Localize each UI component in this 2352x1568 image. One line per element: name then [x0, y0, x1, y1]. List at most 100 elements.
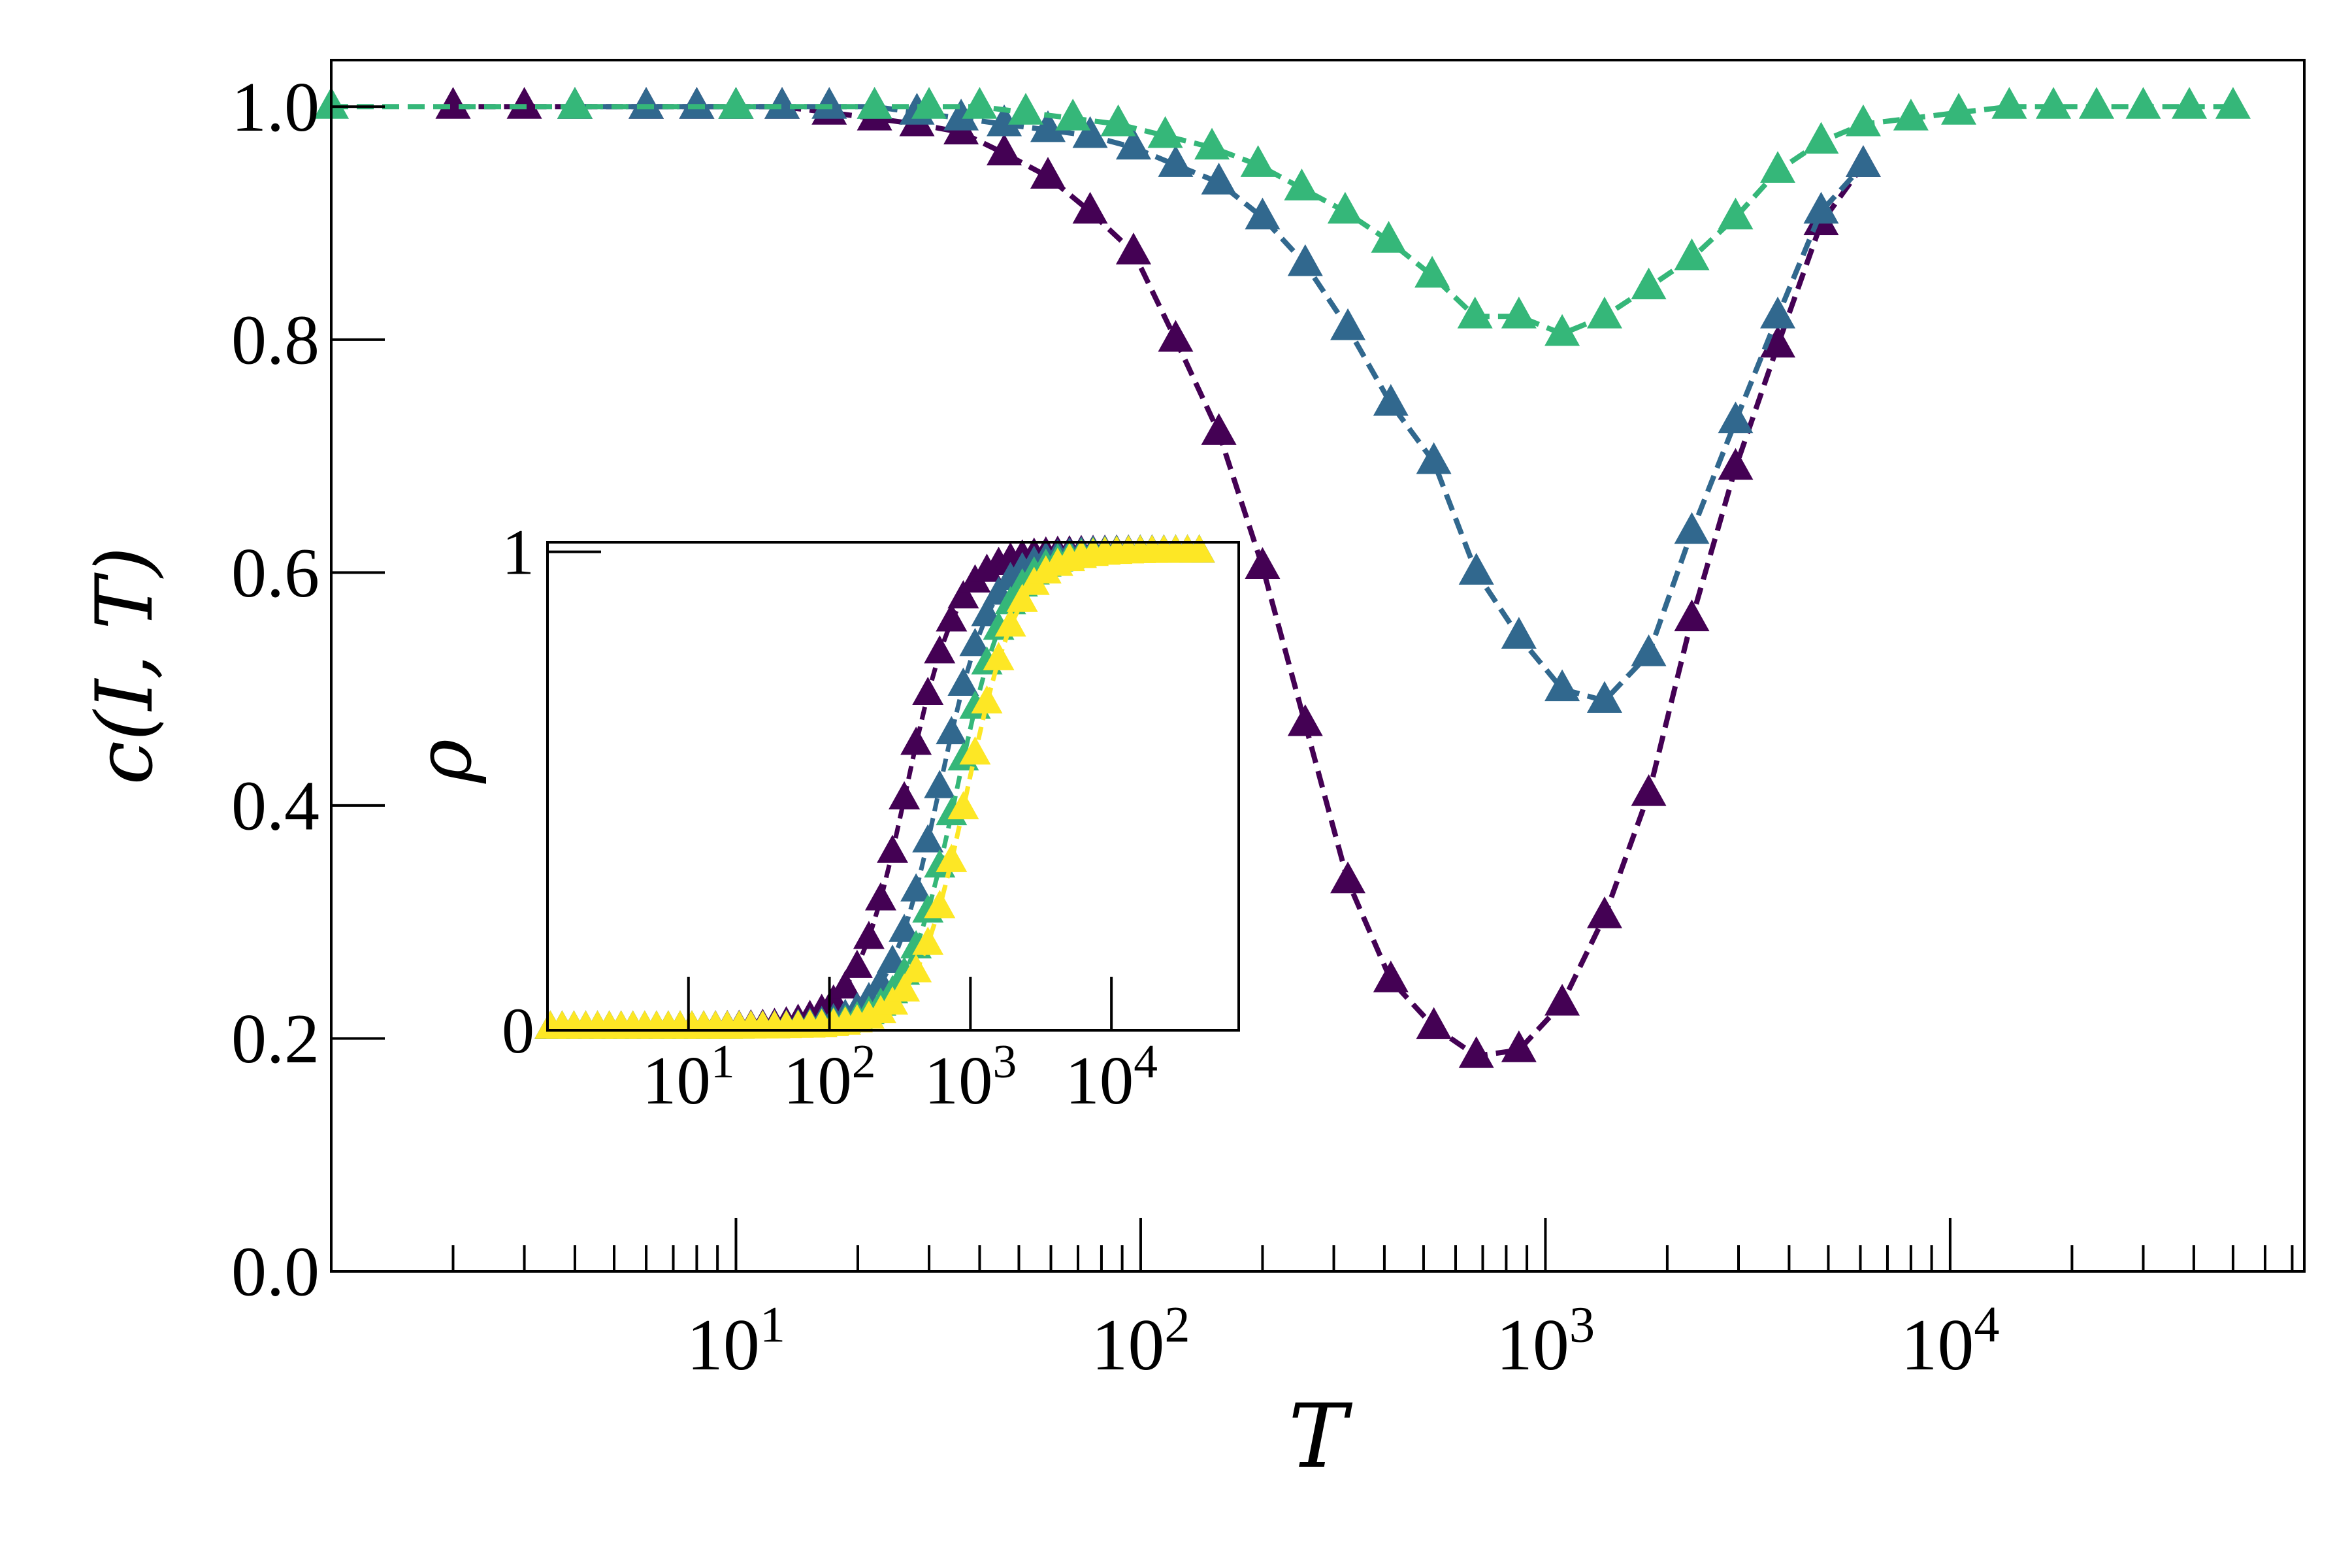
main-data-point [1631, 267, 1667, 300]
inset-data-point [924, 890, 956, 919]
inset-x-ticks: 101 102 103 104 [642, 977, 1158, 1119]
main-data-point [1674, 599, 1710, 632]
main-data-point [1718, 401, 1754, 434]
main-data-point [1287, 704, 1323, 736]
main-data-point [1371, 221, 1407, 253]
main-data-point [1718, 448, 1754, 480]
main-data-point [987, 104, 1022, 137]
main-data-point [506, 87, 542, 119]
x-tick-label: 102 [783, 1035, 876, 1119]
inset-data-point [912, 676, 944, 706]
main-data-point [1100, 104, 1136, 137]
inset-data-point [889, 973, 921, 1002]
main-data-point [1158, 145, 1194, 177]
main-data-point [1115, 233, 1151, 265]
inset-data-point [900, 954, 932, 983]
main-data-point [1072, 191, 1108, 224]
x-tick-label: 103 [924, 1035, 1017, 1119]
main-data-point [1330, 308, 1366, 340]
inset-data-point [889, 913, 921, 942]
main-data-point [718, 87, 754, 119]
inset-data-point [912, 824, 944, 853]
main-data-point [1284, 168, 1320, 201]
main-data-point [1941, 93, 1977, 125]
inset-data-point [900, 727, 932, 755]
main-data-point [1416, 442, 1452, 474]
main-data-point [1586, 297, 1622, 329]
inset-plot-frame [546, 541, 1240, 1032]
inset-data-point [947, 580, 979, 609]
main-data-point [1055, 99, 1091, 131]
main-data-point [629, 87, 664, 119]
inset-data-point [864, 882, 896, 911]
main-data-point [1845, 104, 1881, 137]
inset-data-point [877, 834, 909, 863]
main-data-point [1245, 197, 1281, 230]
main-series-line [574, 104, 1865, 704]
main-data-point [1586, 896, 1622, 928]
x-tick-label: 102 [1091, 1296, 1190, 1386]
main-data-point [1287, 244, 1323, 276]
inset-data-point [959, 736, 991, 765]
inset-data-point [924, 635, 956, 664]
y-tick-label: 1 [502, 516, 534, 589]
main-data-point [764, 87, 800, 119]
main-data-point [1414, 255, 1450, 288]
main-data-point [1245, 547, 1281, 579]
main-data-point [2172, 87, 2208, 119]
x-tick-label: 101 [687, 1296, 785, 1386]
inset-data-point [947, 791, 979, 820]
y-tick-label: 0 [502, 994, 534, 1067]
main-data-point [1030, 157, 1066, 189]
inset-data-point [971, 685, 1003, 714]
main-data-point [1240, 145, 1276, 177]
y-axis-label: c(I, T) [80, 547, 171, 785]
y-tick-label: 0.8 [231, 302, 319, 380]
main-data-point [1194, 127, 1230, 160]
main-data-point [1458, 1036, 1494, 1068]
main-data-point [1501, 617, 1537, 649]
main-data-point [1330, 861, 1366, 894]
main-data-point [1201, 413, 1237, 445]
main-data-point [435, 87, 471, 119]
inset-data-point [853, 921, 885, 949]
main-data-point [1115, 127, 1151, 160]
inset-data-point [959, 628, 991, 657]
inset-y-axis-label: ρ [401, 739, 489, 785]
main-data-point [1008, 93, 1044, 125]
main-data-point [962, 87, 998, 119]
main-x-ticks: 101 102 103 104 [451, 1218, 2294, 1386]
main-series-group [314, 87, 2251, 1068]
main-data-point [2215, 87, 2251, 119]
main-data-point [1544, 983, 1580, 1016]
main-data-point [2036, 87, 2072, 119]
inset-data-point [829, 970, 861, 999]
main-data-point [811, 87, 847, 119]
main-data-point [1544, 669, 1580, 702]
main-data-point [1991, 87, 2027, 119]
main-data-point [987, 133, 1022, 166]
inset-data-point [936, 843, 968, 872]
inset-data-point [841, 949, 873, 978]
x-tick-label: 101 [642, 1035, 735, 1119]
main-data-point [1501, 297, 1537, 329]
main-data-point [1544, 314, 1580, 346]
y-tick-label: 0.6 [231, 534, 319, 612]
inset-data-point [889, 781, 921, 809]
main-data-point [1457, 297, 1493, 329]
main-data-point [1674, 512, 1710, 544]
main-data-point [1674, 238, 1710, 270]
main-data-point [1501, 1030, 1537, 1062]
main-data-point [1147, 116, 1183, 148]
main-data-point [1586, 681, 1622, 713]
main-data-point [1760, 151, 1796, 183]
main-data-point [557, 87, 593, 119]
main-data-point [943, 99, 979, 131]
x-axis-label: T [1288, 1385, 1353, 1488]
main-data-point [2079, 87, 2115, 119]
inset-data-point [983, 642, 1015, 670]
main-series-line [331, 104, 2233, 337]
main-data-point [679, 87, 715, 119]
main-data-point [1845, 145, 1881, 177]
main-data-point [1327, 191, 1363, 224]
